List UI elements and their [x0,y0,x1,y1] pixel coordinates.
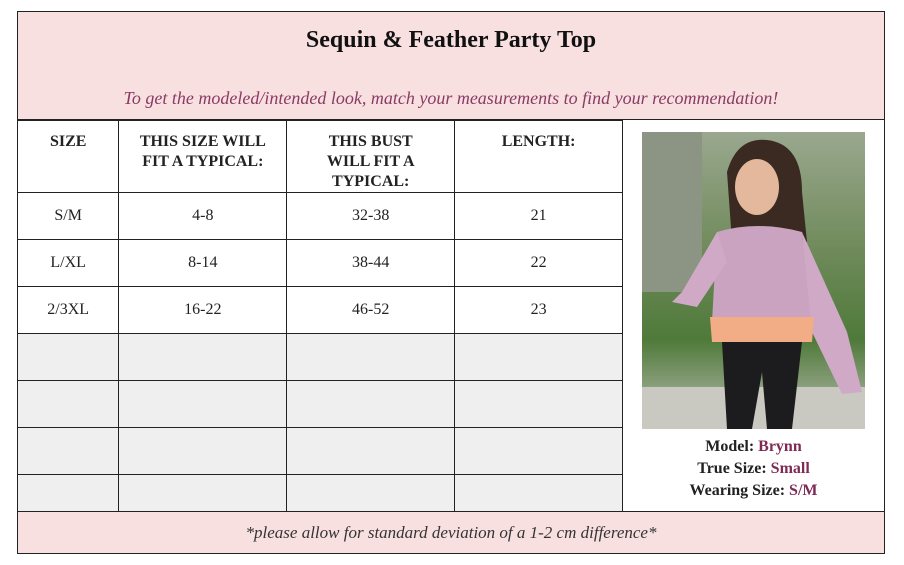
wearing-size-line: Wearing Size: S/M [689,482,818,499]
empty-row [18,380,623,428]
wearing-size: S/M [789,482,818,499]
footer-note: *please allow for standard deviation of … [18,511,884,553]
subtitle: To get the modeled/intended look, match … [123,88,779,108]
model-line: Model: Brynn [705,438,802,455]
table-row: L/XL 8-14 38-44 22 [18,239,623,287]
size-chart: Sequin & Feather Party Top To get the mo… [17,11,885,554]
cell: 21 [454,192,623,240]
cell: L/XL [18,239,120,287]
model-panel: Model: Brynn True Size: Small Wearing Si… [623,120,884,511]
model-name: Brynn [758,438,802,455]
column-header-text: THIS BUST WILL FIT A TYPICAL: [326,133,415,190]
cell: 8-14 [118,239,288,287]
cell: 46-52 [286,286,456,334]
cell: 16-22 [118,286,288,334]
table-row: S/M 4-8 32-38 21 [18,192,623,240]
empty-row [18,333,623,381]
cell: 22 [454,239,623,287]
chart-header: Sequin & Feather Party Top To get the mo… [18,12,884,120]
column-header: LENGTH: [454,120,623,193]
column-header: THIS SIZE WILL FIT A TYPICAL: [118,120,288,193]
column-header: THIS BUST WILL FIT A TYPICAL: [286,120,456,193]
size-table: SIZE THIS SIZE WILL FIT A TYPICAL: THIS … [18,120,623,525]
true-size-line: True Size: Small [697,460,810,477]
cell: 38-44 [286,239,456,287]
cell: S/M [18,192,120,240]
cell: 4-8 [118,192,288,240]
model-photo-illustration [642,132,865,429]
column-header: SIZE [18,120,120,193]
empty-row [18,427,623,475]
true-size: Small [770,460,810,477]
model-info: Model: Brynn True Size: Small Wearing Si… [623,436,884,502]
header-row: SIZE THIS SIZE WILL FIT A TYPICAL: THIS … [18,120,623,193]
cell: 2/3XL [18,286,120,334]
cell: 32-38 [286,192,456,240]
model-photo [642,132,865,429]
product-title: Sequin & Feather Party Top [305,27,597,53]
column-header-text: THIS SIZE WILL FIT A TYPICAL: [139,133,266,170]
table-row: 2/3XL 16-22 46-52 23 [18,286,623,334]
cell: 23 [454,286,623,334]
